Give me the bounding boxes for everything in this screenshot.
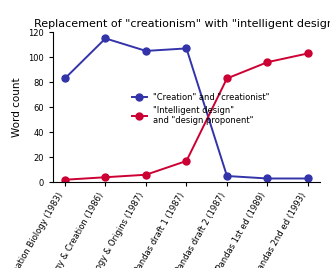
Y-axis label: Word count: Word count (13, 77, 22, 137)
Line: "Intelligent design"
and "design proponent": "Intelligent design" and "design propone… (61, 50, 312, 183)
Title: Replacement of "creationism" with "intelligent design": Replacement of "creationism" with "intel… (34, 18, 330, 29)
"Creation" and "creationist" (265, 177, 269, 180)
"Creation" and "creationist" (225, 174, 229, 178)
"Intelligent design"
and "design proponent" (184, 159, 188, 163)
"Intelligent design"
and "design proponent" (306, 52, 310, 55)
"Intelligent design"
and "design proponent" (63, 178, 67, 181)
Line: "Creation" and "creationist": "Creation" and "creationist" (61, 35, 312, 182)
"Intelligent design"
and "design proponent" (225, 77, 229, 80)
"Creation" and "creationist" (104, 37, 108, 40)
Legend: "Creation" and "creationist", "Intelligent design"
and "design proponent": "Creation" and "creationist", "Intellige… (132, 93, 270, 125)
"Intelligent design"
and "design proponent" (104, 176, 108, 179)
"Creation" and "creationist" (63, 77, 67, 80)
"Creation" and "creationist" (144, 49, 148, 53)
"Creation" and "creationist" (306, 177, 310, 180)
"Intelligent design"
and "design proponent" (265, 61, 269, 64)
"Intelligent design"
and "design proponent" (144, 173, 148, 176)
"Creation" and "creationist" (184, 47, 188, 50)
